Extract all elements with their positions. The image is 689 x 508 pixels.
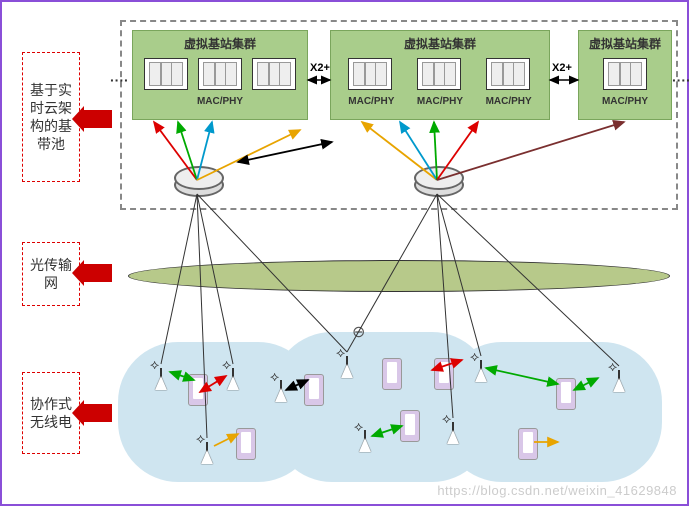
cluster-0: 虚拟基站集群 MAC/PHY <box>132 30 308 120</box>
zoom-out-icon[interactable]: ⊖ <box>352 322 365 342</box>
arrow-baseband <box>84 110 112 128</box>
macphy-label: MAC/PHY <box>486 96 532 107</box>
antenna-icon: ⟡ <box>356 422 374 452</box>
bbu-icon <box>252 58 296 90</box>
phone-icon <box>382 358 402 390</box>
watermark: https://blog.csdn.net/weixin_41629848 <box>437 483 677 498</box>
bbu-icon <box>603 58 647 90</box>
antenna-icon: ⟡ <box>338 348 356 378</box>
antenna-icon: ⟡ <box>610 362 628 392</box>
ellipsis-right: ···· <box>672 72 689 88</box>
antenna-icon: ⟡ <box>272 372 290 402</box>
phone-icon <box>188 374 208 406</box>
x2-label-1: X2+ <box>552 62 572 74</box>
antenna-icon: ⟡ <box>152 360 170 390</box>
phone-icon <box>236 428 256 460</box>
router-1 <box>174 168 220 198</box>
macphy-label: MAC/PHY <box>133 96 307 107</box>
ellipsis-left: ···· <box>110 72 129 88</box>
arrow-ran <box>84 404 112 422</box>
cluster-title: 虚拟基站集群 <box>331 35 549 52</box>
label-ran-text: 协作式无线电 <box>27 395 75 431</box>
antenna-icon: ⟡ <box>224 360 242 390</box>
phone-icon <box>434 358 454 390</box>
phone-icon <box>556 378 576 410</box>
cluster-title: 虚拟基站集群 <box>579 35 671 52</box>
macphy-label: MAC/PHY <box>417 96 463 107</box>
cluster-title: 虚拟基站集群 <box>133 35 307 52</box>
bbu-icon <box>198 58 242 90</box>
label-baseband-text: 基于实时云架构的基带池 <box>27 81 75 154</box>
cluster-2: 虚拟基站集群 MAC/PHY <box>578 30 672 120</box>
arrow-optical <box>84 264 112 282</box>
antenna-icon: ⟡ <box>198 434 216 464</box>
cluster-1: 虚拟基站集群 MAC/PHY MAC/PHY MAC/PHY <box>330 30 550 120</box>
label-optical-text: 光传输网 <box>27 256 75 292</box>
phone-icon <box>518 428 538 460</box>
bbu-icon <box>144 58 188 90</box>
phone-icon <box>400 410 420 442</box>
bbu-icon <box>417 58 461 90</box>
antenna-icon: ⟡ <box>472 352 490 382</box>
bbu-icon <box>348 58 392 90</box>
bbu-icon <box>486 58 530 90</box>
optical-ellipse <box>128 260 670 292</box>
macphy-label: MAC/PHY <box>348 96 394 107</box>
macphy-label: MAC/PHY <box>579 96 671 107</box>
phone-icon <box>304 374 324 406</box>
diagram-frame: 基于实时云架构的基带池 光传输网 协作式无线电 虚拟基站集群MAC/PHY虚拟基… <box>0 0 689 506</box>
router-2 <box>414 168 460 198</box>
x2-label-0: X2+ <box>310 62 330 74</box>
antenna-icon: ⟡ <box>444 414 462 444</box>
